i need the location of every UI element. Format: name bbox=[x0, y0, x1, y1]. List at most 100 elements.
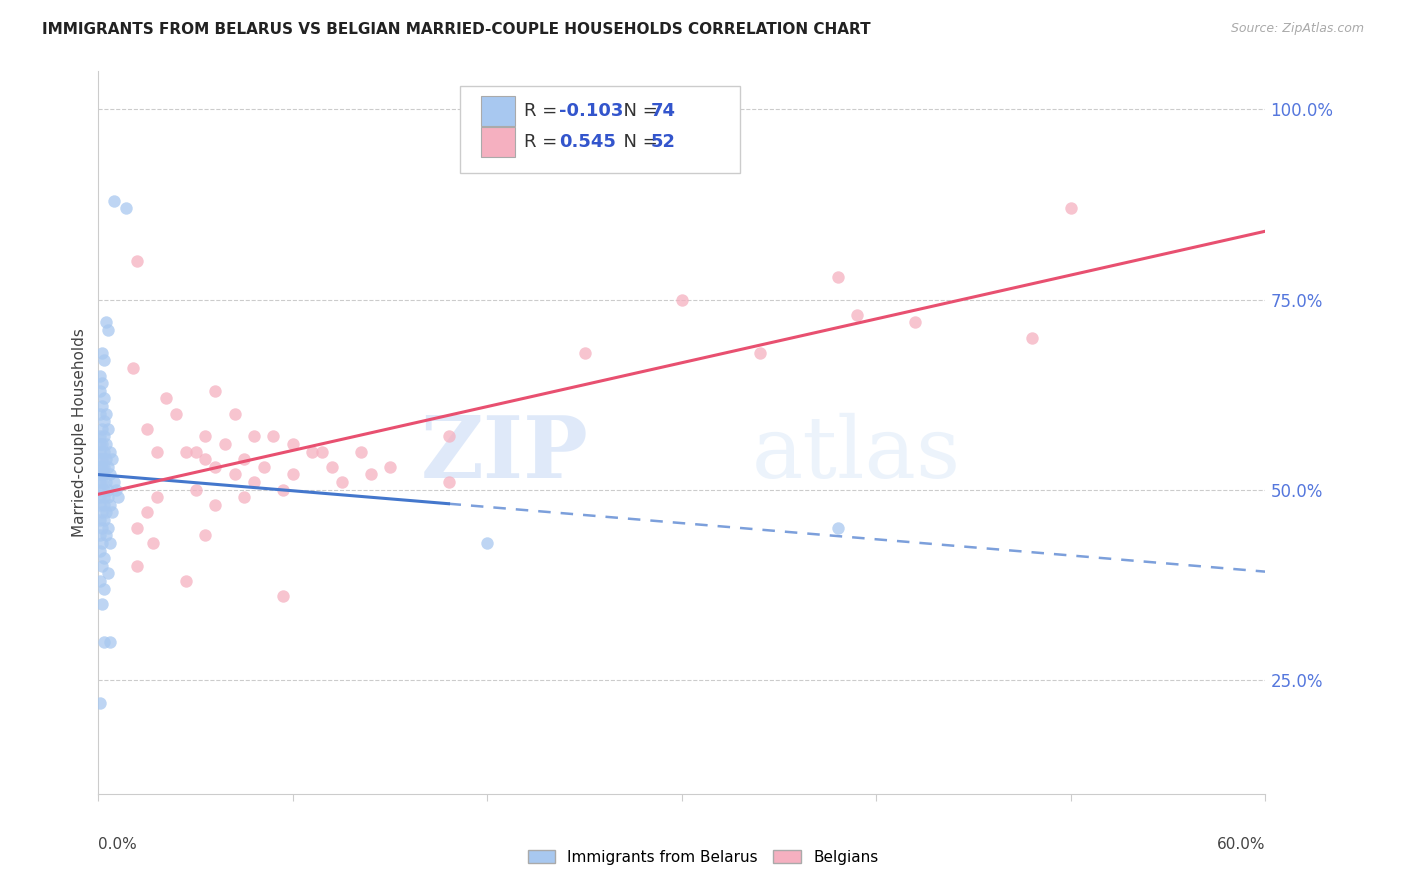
Point bbox=[89, 528, 111, 542]
Point bbox=[91, 467, 114, 482]
Point bbox=[98, 498, 121, 512]
Text: 52: 52 bbox=[651, 133, 675, 151]
Point bbox=[89, 437, 111, 451]
Point bbox=[93, 490, 115, 504]
Point bbox=[107, 490, 129, 504]
Point bbox=[91, 422, 114, 436]
Point bbox=[93, 353, 115, 368]
Point bbox=[136, 506, 159, 520]
Point bbox=[321, 459, 343, 474]
Point bbox=[89, 574, 111, 588]
Point bbox=[93, 459, 115, 474]
Point bbox=[97, 521, 120, 535]
FancyBboxPatch shape bbox=[481, 127, 515, 157]
Point bbox=[174, 574, 197, 588]
Point bbox=[93, 392, 115, 406]
Text: R =: R = bbox=[524, 102, 564, 120]
Point bbox=[101, 452, 124, 467]
Text: IMMIGRANTS FROM BELARUS VS BELGIAN MARRIED-COUPLE HOUSEHOLDS CORRELATION CHART: IMMIGRANTS FROM BELARUS VS BELGIAN MARRI… bbox=[42, 22, 870, 37]
Point bbox=[89, 483, 111, 497]
Point bbox=[89, 384, 111, 398]
Point bbox=[91, 345, 114, 359]
Point bbox=[97, 566, 120, 581]
Point bbox=[155, 392, 177, 406]
Point bbox=[97, 422, 120, 436]
Text: ZIP: ZIP bbox=[420, 412, 589, 496]
Point bbox=[96, 452, 118, 467]
Point bbox=[380, 459, 402, 474]
Point bbox=[91, 597, 114, 611]
Point bbox=[204, 384, 226, 398]
Point bbox=[204, 498, 226, 512]
Point bbox=[233, 452, 256, 467]
Point bbox=[89, 368, 111, 383]
Point bbox=[846, 308, 869, 322]
Point bbox=[146, 444, 169, 458]
Y-axis label: Married-couple Households: Married-couple Households bbox=[72, 328, 87, 537]
Text: R =: R = bbox=[524, 133, 564, 151]
Point bbox=[194, 452, 217, 467]
Point bbox=[350, 444, 373, 458]
Point bbox=[174, 444, 197, 458]
Text: N =: N = bbox=[612, 133, 664, 151]
Point bbox=[165, 407, 187, 421]
Point bbox=[89, 444, 111, 458]
Text: 74: 74 bbox=[651, 102, 675, 120]
Point bbox=[96, 437, 118, 451]
Point bbox=[93, 444, 115, 458]
Point bbox=[96, 475, 118, 489]
Point bbox=[98, 444, 121, 458]
Point bbox=[89, 490, 111, 504]
Point bbox=[1060, 201, 1083, 215]
Point bbox=[904, 315, 927, 329]
Point bbox=[224, 467, 246, 482]
Point bbox=[89, 475, 111, 489]
Point bbox=[184, 444, 207, 458]
Point bbox=[91, 506, 114, 520]
Point bbox=[477, 536, 499, 550]
Point bbox=[89, 452, 111, 467]
Point bbox=[1021, 330, 1043, 344]
Point bbox=[204, 459, 226, 474]
Point bbox=[233, 490, 256, 504]
FancyBboxPatch shape bbox=[460, 86, 741, 172]
Text: atlas: atlas bbox=[752, 413, 962, 496]
Point bbox=[89, 467, 111, 482]
Point bbox=[96, 315, 118, 329]
Point bbox=[96, 407, 118, 421]
Text: 0.545: 0.545 bbox=[560, 133, 616, 151]
Point bbox=[224, 407, 246, 421]
Point bbox=[91, 536, 114, 550]
Point bbox=[127, 254, 149, 268]
Legend: Immigrants from Belarus, Belgians: Immigrants from Belarus, Belgians bbox=[522, 844, 884, 871]
Point bbox=[96, 528, 118, 542]
Point bbox=[89, 498, 111, 512]
Point bbox=[243, 475, 266, 489]
Point bbox=[437, 429, 460, 443]
Point bbox=[194, 528, 217, 542]
Point bbox=[97, 483, 120, 497]
Point bbox=[281, 467, 304, 482]
Point bbox=[243, 429, 266, 443]
Point bbox=[91, 399, 114, 413]
Text: Source: ZipAtlas.com: Source: ZipAtlas.com bbox=[1230, 22, 1364, 36]
Point bbox=[827, 269, 849, 284]
Point bbox=[127, 558, 149, 573]
Point bbox=[271, 483, 294, 497]
Point bbox=[253, 459, 276, 474]
Point bbox=[311, 444, 333, 458]
Point bbox=[97, 490, 120, 504]
Point bbox=[93, 513, 115, 527]
Point bbox=[91, 521, 114, 535]
Point bbox=[301, 444, 323, 458]
Text: -0.103: -0.103 bbox=[560, 102, 624, 120]
Point bbox=[98, 634, 121, 648]
Point bbox=[89, 429, 111, 443]
Point bbox=[142, 536, 165, 550]
Point bbox=[91, 376, 114, 391]
Point bbox=[827, 521, 849, 535]
Point bbox=[748, 345, 770, 359]
Point bbox=[184, 483, 207, 497]
Point bbox=[91, 475, 114, 489]
Point bbox=[91, 558, 114, 573]
